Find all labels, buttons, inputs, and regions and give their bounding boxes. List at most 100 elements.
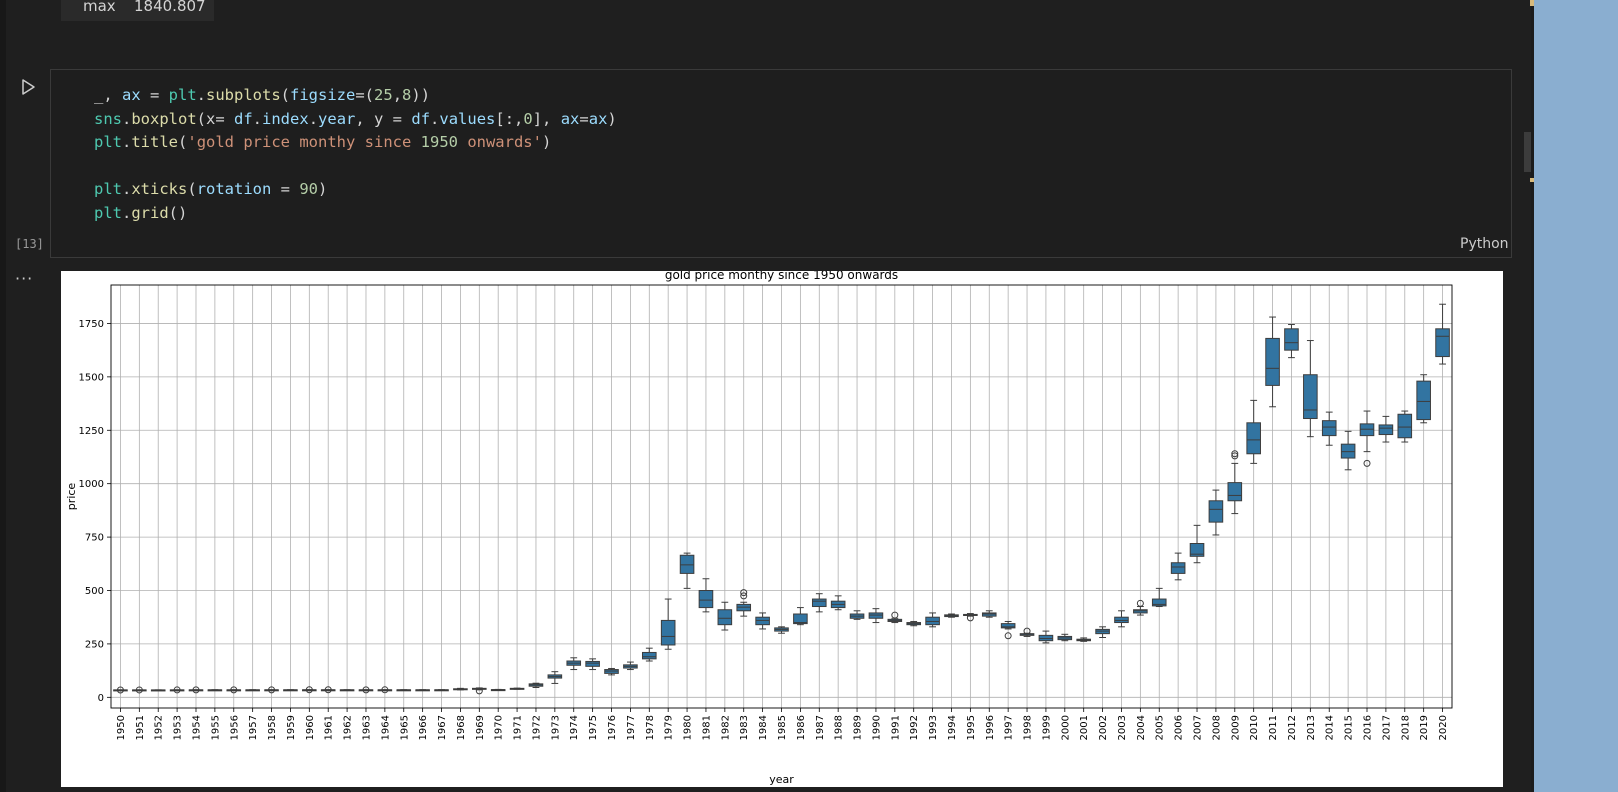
- outlier-point: [1023, 627, 1031, 635]
- code-line: sns.boxplot(x= df.index.year, y = df.val…: [94, 109, 617, 128]
- x-tick-label: 1951: [135, 715, 146, 740]
- box: [1378, 424, 1394, 436]
- x-tick-label: 1984: [758, 715, 769, 740]
- x-tick-label: 1953: [173, 715, 184, 740]
- box: [1416, 380, 1431, 421]
- x-tick-label: 2014: [1325, 715, 1336, 740]
- chart-output: gold price monthy since 1950 onwards 0 250…: [61, 268, 1503, 787]
- y-tick-label: 1250: [79, 426, 104, 437]
- code-line: plt.title('gold price monthy since 1950 …: [94, 133, 552, 152]
- x-tick-label: 2002: [1098, 715, 1109, 740]
- outlier-point: [192, 686, 200, 694]
- box: [679, 554, 695, 574]
- x-tick-label: 1976: [607, 715, 618, 740]
- outlier-point: [173, 686, 181, 694]
- box: [811, 598, 827, 608]
- x-tick-label: 1963: [361, 715, 372, 740]
- x-tick-label: 1959: [286, 715, 297, 740]
- x-tick-label: 1998: [1023, 715, 1034, 740]
- code-line: [94, 155, 617, 179]
- x-tick-label: 1961: [324, 715, 335, 740]
- overview-marker: [1530, 0, 1534, 6]
- x-tick-label: 2011: [1268, 715, 1279, 740]
- code-line: _, ax = plt.subplots(figsize=(25,8)): [94, 86, 431, 104]
- x-tick-label: 1975: [588, 715, 599, 740]
- execution-count: [13]: [15, 237, 44, 251]
- x-tick-label: 1988: [834, 715, 845, 740]
- x-tick-label: 1971: [513, 715, 524, 740]
- outlier-point: [891, 611, 899, 619]
- boxplot-chart: gold price monthy since 1950 onwards 0 250…: [65, 268, 1453, 786]
- outlier-point: [230, 686, 238, 694]
- play-icon[interactable]: [18, 77, 38, 97]
- x-tick-label: 1991: [890, 715, 901, 740]
- cell-language[interactable]: Python: [1460, 236, 1509, 252]
- box: [641, 651, 657, 660]
- overview-marker: [1530, 178, 1534, 182]
- y-axis-label: price: [65, 483, 78, 511]
- x-tick-label: 1954: [191, 715, 202, 740]
- x-tick-label: 1968: [456, 715, 467, 740]
- box: [1246, 422, 1261, 455]
- box: [585, 660, 600, 667]
- x-tick-label: 2019: [1419, 715, 1430, 740]
- outlier-point: [1231, 452, 1239, 460]
- x-tick-label: 1986: [796, 715, 807, 740]
- x-tick-label: 1974: [569, 715, 580, 740]
- outlier-point: [1363, 459, 1371, 467]
- ellipsis-icon[interactable]: ···: [15, 269, 34, 288]
- left-rail: [0, 0, 6, 792]
- stat-value: 1840.807: [134, 0, 206, 15]
- outlier-point: [1231, 450, 1239, 458]
- x-tick-label: 1977: [626, 715, 637, 740]
- outlier-point: [966, 614, 974, 622]
- x-tick-label: 1958: [267, 715, 278, 740]
- x-tick-label: 2016: [1363, 715, 1374, 740]
- y-tick-label: 1750: [79, 319, 104, 330]
- box: [1435, 328, 1450, 358]
- x-tick-label: 1993: [928, 715, 939, 740]
- code-cell[interactable]: [50, 69, 1512, 258]
- outlier-point: [305, 686, 313, 694]
- outlier-point: [381, 686, 389, 694]
- box: [1284, 328, 1299, 351]
- outlier-point: [740, 592, 748, 600]
- box: [868, 612, 884, 619]
- box: [1265, 337, 1280, 386]
- y-tick-label: 1000: [79, 479, 104, 490]
- x-tick-label: 1982: [720, 715, 731, 740]
- x-tick-label: 2004: [1136, 715, 1147, 740]
- x-tick-label: 1973: [550, 715, 561, 740]
- x-tick-label: 1969: [475, 715, 486, 740]
- outlier-point: [740, 589, 748, 597]
- y-tick-label: 0: [98, 693, 104, 704]
- outlier-point: [1004, 632, 1012, 640]
- outlier-point: [1136, 599, 1144, 607]
- x-tick-label: 2003: [1117, 715, 1128, 740]
- x-tick-label: 1966: [418, 715, 429, 740]
- x-tick-label: 1980: [683, 715, 694, 740]
- x-tick-label: 1960: [305, 715, 316, 740]
- box: [1340, 443, 1356, 459]
- box: [1397, 413, 1413, 439]
- x-axis-label: year: [769, 773, 794, 786]
- y-tick-label: 750: [85, 533, 104, 544]
- box: [1303, 374, 1318, 420]
- y-tick-label: 250: [85, 639, 104, 650]
- x-tick-label: 1999: [1041, 715, 1052, 740]
- y-tick-label: 500: [85, 586, 104, 597]
- x-tick-label: 1978: [645, 715, 656, 740]
- x-tick-label: 1970: [494, 715, 505, 740]
- box: [925, 616, 940, 626]
- x-tick-label: 1962: [343, 715, 354, 740]
- x-tick-label: 1990: [871, 715, 882, 740]
- x-tick-label: 1955: [210, 715, 221, 740]
- box: [1227, 482, 1243, 502]
- y-tick-label: 1500: [79, 372, 104, 383]
- code-editor[interactable]: _, ax = plt.subplots(figsize=(25,8)) sns.…: [94, 84, 617, 226]
- box: [1170, 562, 1186, 574]
- x-tick-label: 2012: [1287, 715, 1298, 740]
- x-tick-label: 2005: [1155, 715, 1166, 740]
- x-tick-label: 1996: [985, 715, 996, 740]
- x-tick-label: 1979: [664, 715, 675, 740]
